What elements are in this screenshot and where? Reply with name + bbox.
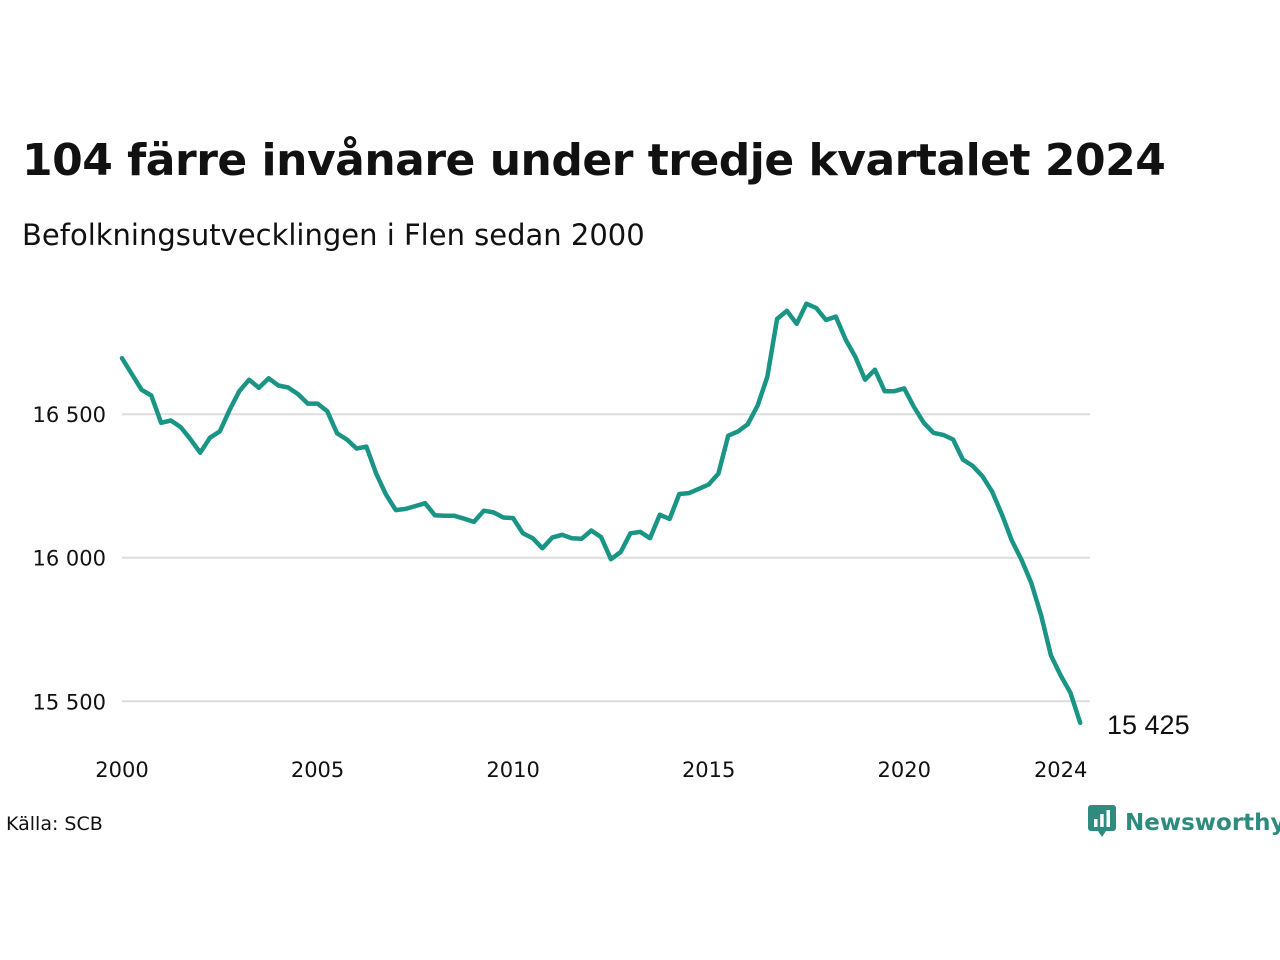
source-note: Källa: SCB <box>6 813 103 835</box>
x-tick-label: 2005 <box>291 758 344 782</box>
gridlines <box>122 413 1090 703</box>
population-series-line <box>119 301 1083 726</box>
series-layer <box>119 301 1083 726</box>
x-tick-label: 2015 <box>682 758 735 782</box>
brand-name: Newsworthy <box>1125 810 1280 836</box>
y-tick-label: 16 000 <box>33 547 106 571</box>
x-tick-label: 2024 <box>1034 758 1087 782</box>
x-tick-label: 2000 <box>95 758 148 782</box>
y-tick-label: 15 500 <box>33 690 106 714</box>
y-tick-label: 16 500 <box>33 403 106 427</box>
end-value-label: 15 425 <box>1107 710 1190 740</box>
y-axis-tick-labels: 15 500 16 000 16 500 <box>33 403 106 714</box>
x-tick-label: 2010 <box>486 758 539 782</box>
chart-title: 104 färre invånare under tredje kvartale… <box>22 135 1166 186</box>
x-axis-tick-labels: 2000 2005 2010 2015 2020 2024 <box>95 758 1087 782</box>
newsworthy-bar-chart-icon <box>1087 804 1117 842</box>
x-tick-label: 2020 <box>877 758 930 782</box>
brand-logo: Newsworthy <box>1087 804 1280 842</box>
chart-subtitle: Befolkningsutvecklingen i Flen sedan 200… <box>22 218 645 252</box>
